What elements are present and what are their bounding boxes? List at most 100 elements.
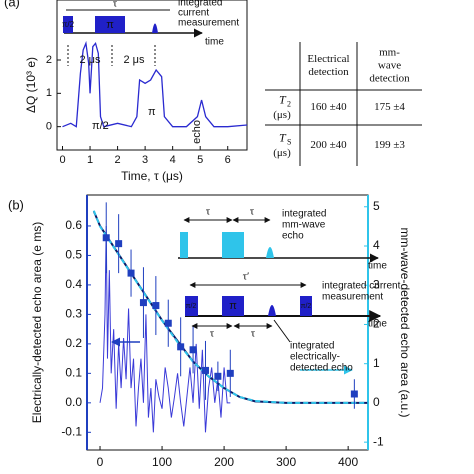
x-tick-label: 4 bbox=[170, 154, 176, 166]
detection-label: integrated bbox=[282, 209, 326, 220]
x-tick-label: 0 bbox=[97, 455, 104, 469]
y2-tick-label: 5 bbox=[373, 199, 380, 213]
echo-label: detected echo bbox=[290, 363, 353, 374]
data-point bbox=[189, 346, 197, 354]
table-cell: 200 ±40 bbox=[310, 139, 347, 151]
time-label: time bbox=[368, 261, 387, 272]
echo-shape bbox=[266, 247, 274, 258]
panel-label: (b) bbox=[8, 197, 24, 212]
time-label: time bbox=[368, 319, 387, 330]
data-point bbox=[350, 390, 358, 398]
mm-wave-fit bbox=[92, 210, 368, 404]
connector bbox=[273, 319, 291, 343]
table-header: detection bbox=[308, 66, 349, 78]
x-tick-label: 1 bbox=[87, 154, 93, 166]
echo-shape bbox=[268, 305, 276, 316]
row-subscript: 2 bbox=[287, 99, 291, 108]
data-point bbox=[139, 299, 147, 307]
data-point bbox=[152, 302, 160, 310]
x-tick-label: 0 bbox=[59, 154, 65, 166]
y-tick-label: 0.6 bbox=[65, 218, 82, 232]
data-point bbox=[115, 240, 123, 248]
detection-label: current bbox=[178, 8, 209, 19]
time-label: time bbox=[205, 37, 224, 48]
detection-label: measurement bbox=[178, 18, 239, 29]
detection-label: integrated bbox=[178, 0, 222, 9]
table-cell: 175 ±4 bbox=[374, 101, 405, 113]
interval-label: τ bbox=[210, 328, 215, 340]
table-cell: 160 ±40 bbox=[310, 101, 347, 113]
pulse-label: π bbox=[229, 300, 237, 312]
row-subscript: S bbox=[287, 137, 291, 146]
pulse-label: π/2 bbox=[186, 303, 197, 310]
interval-label: τ bbox=[250, 206, 255, 218]
interval-label: 2 μs bbox=[79, 54, 101, 66]
pulse bbox=[222, 296, 244, 316]
y-tick-label: 0.4 bbox=[65, 277, 82, 291]
table-header: mm- bbox=[379, 47, 400, 59]
data-point bbox=[177, 343, 185, 351]
detection-label: echo bbox=[282, 231, 304, 242]
pulse bbox=[63, 16, 73, 33]
pulse-label: π bbox=[106, 19, 114, 31]
trace bbox=[62, 40, 248, 128]
table-cell: 199 ±3 bbox=[374, 139, 405, 151]
table-header: wave bbox=[378, 60, 401, 72]
pulse bbox=[222, 232, 244, 258]
pulse bbox=[185, 296, 198, 316]
trace bbox=[99, 225, 231, 433]
x-tick-label: 6 bbox=[225, 154, 231, 166]
pulse bbox=[180, 232, 188, 258]
y-tick-label: 1 bbox=[46, 87, 52, 99]
data-point bbox=[164, 319, 172, 327]
pulse bbox=[300, 296, 312, 316]
y2-tick-label: 2 bbox=[373, 317, 380, 331]
y2-tick-label: 1 bbox=[373, 356, 380, 370]
detection-label: mm-wave bbox=[282, 220, 326, 231]
y-tick-label: 0.5 bbox=[65, 248, 82, 262]
annotation: π bbox=[148, 106, 156, 118]
y2-axis-label: mm-wave-detected echo area (a.u.) bbox=[398, 227, 412, 417]
data-point bbox=[201, 366, 209, 374]
data-point bbox=[127, 269, 135, 277]
table-header: Electrical bbox=[307, 53, 349, 65]
y-tick-label: 0.3 bbox=[65, 307, 82, 321]
interval-label: τ bbox=[251, 328, 256, 340]
y2-tick-label: 3 bbox=[373, 277, 380, 291]
row-symbol: T bbox=[279, 92, 287, 106]
x-tick-label: 200 bbox=[214, 455, 234, 469]
echo-shape bbox=[152, 23, 158, 33]
y2-tick-label: -1 bbox=[373, 434, 384, 448]
x-tick-label: 5 bbox=[197, 154, 203, 166]
y-tick-label: -0.1 bbox=[61, 424, 82, 438]
y-axis-label: Electrically-detected echo area (e ms) bbox=[30, 222, 44, 423]
row-symbol: T bbox=[279, 130, 287, 144]
detection-label: measurement bbox=[322, 292, 383, 303]
x-tick-label: 300 bbox=[276, 455, 296, 469]
pulse-label: π/2 bbox=[62, 20, 75, 29]
pulse bbox=[95, 16, 125, 33]
x-tick-label: 2 bbox=[115, 154, 121, 166]
y2-tick-label: 4 bbox=[373, 238, 380, 252]
y-tick-label: 0.0 bbox=[65, 395, 82, 409]
row-unit: (μs) bbox=[273, 147, 291, 159]
y-tick-label: 0.1 bbox=[65, 366, 82, 380]
y-tick-label: 0.2 bbox=[65, 336, 82, 350]
x-tick-label: 100 bbox=[152, 455, 172, 469]
plot-frame bbox=[56, 0, 248, 151]
detection-label: integrated current bbox=[322, 281, 401, 292]
y-tick-label: 0 bbox=[46, 121, 52, 133]
data-point bbox=[214, 372, 222, 380]
table-header: detection bbox=[369, 73, 410, 85]
data-point bbox=[102, 234, 110, 242]
interval-label: τ′ bbox=[243, 271, 250, 283]
annotation: echo bbox=[191, 120, 203, 144]
x-axis-label: Time, τ (μs) bbox=[121, 169, 183, 183]
interval-label: τ bbox=[113, 0, 118, 10]
echo-label: electrically- bbox=[290, 352, 340, 363]
annotation: π/2 bbox=[92, 120, 109, 132]
x-tick-label: 400 bbox=[338, 455, 358, 469]
data-point bbox=[226, 369, 234, 377]
panel-label: (a) bbox=[4, 0, 20, 9]
